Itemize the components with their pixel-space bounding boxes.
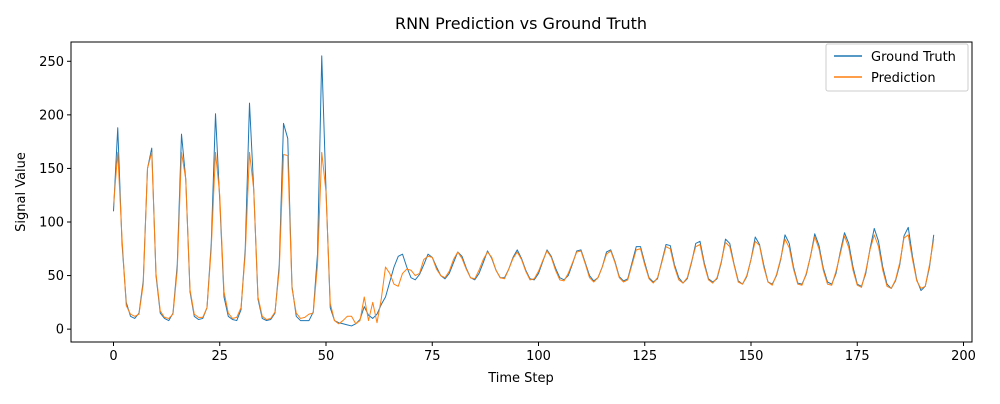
y-tick-label: 0 — [56, 323, 64, 338]
x-tick-label: 75 — [424, 349, 441, 364]
y-axis-ticks: 0 50 100 150 200 250 — [39, 55, 71, 338]
x-tick-label: 50 — [318, 349, 335, 364]
y-tick-label: 50 — [47, 269, 64, 284]
x-axis-ticks: 0 25 50 75 100 125 150 175 200 — [109, 342, 976, 364]
x-tick-label: 0 — [109, 349, 117, 364]
x-tick-label: 100 — [526, 349, 551, 364]
series-layer — [113, 55, 935, 327]
y-tick-label: 200 — [39, 108, 64, 123]
x-tick-label: 175 — [845, 349, 870, 364]
legend-label-prediction: Prediction — [871, 71, 936, 86]
legend-label-ground-truth: Ground Truth — [871, 50, 956, 65]
chart-title: RNN Prediction vs Ground Truth — [395, 14, 647, 33]
plot-area: 0 25 50 75 100 125 150 175 200 0 50 100 150 200 250 — [39, 41, 976, 364]
series-line-prediction — [113, 151, 935, 325]
series-line-ground-truth — [113, 55, 935, 327]
plot-frame — [70, 41, 973, 343]
y-axis-label: Signal Value — [14, 152, 29, 232]
y-tick-label: 100 — [39, 216, 64, 231]
x-axis-label: Time Step — [487, 371, 554, 386]
x-tick-label: 200 — [951, 349, 976, 364]
x-tick-label: 25 — [211, 349, 228, 364]
y-tick-label: 250 — [39, 55, 64, 70]
legend: Ground Truth Prediction — [825, 43, 969, 92]
x-tick-label: 125 — [632, 349, 657, 364]
x-tick-label: 150 — [739, 349, 764, 364]
y-tick-label: 150 — [39, 162, 64, 177]
